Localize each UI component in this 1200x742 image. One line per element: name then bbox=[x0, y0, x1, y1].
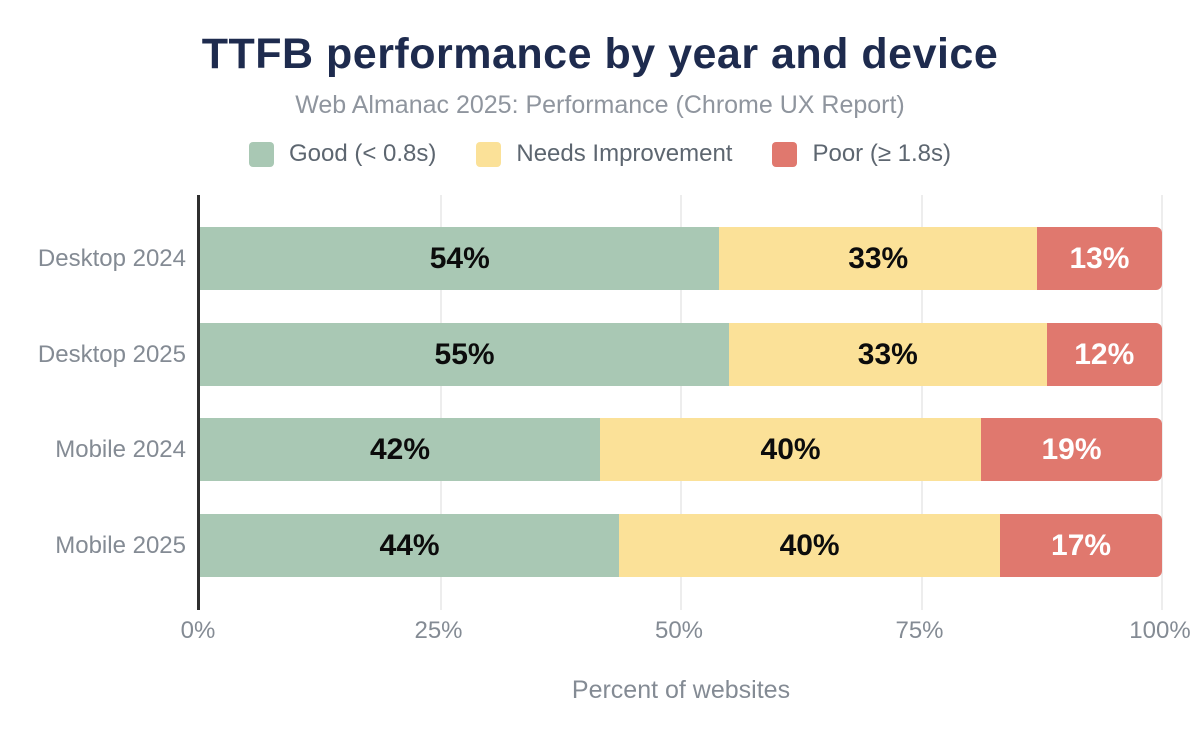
bar-segment: 33% bbox=[719, 227, 1037, 290]
stacked-bar: 55% 33% 12% bbox=[200, 323, 1162, 386]
bar-segment: 12% bbox=[1046, 323, 1162, 386]
gridline bbox=[680, 195, 682, 610]
legend-label-poor: Poor (≥ 1.8s) bbox=[812, 140, 952, 167]
bar-segment: 40% bbox=[619, 514, 1001, 577]
bar-row: Desktop 2024 54% 33% 13% bbox=[0, 227, 1200, 290]
x-tick-label: 0% bbox=[180, 617, 216, 644]
gridline bbox=[920, 195, 923, 610]
y-axis-line bbox=[197, 195, 200, 610]
row-label: Desktop 2025 bbox=[37, 341, 186, 368]
x-tick-label: 75% bbox=[895, 617, 944, 644]
bar-segment: 13% bbox=[1036, 227, 1162, 290]
legend-swatch-good bbox=[248, 141, 274, 167]
bar-segment: 55% bbox=[200, 323, 730, 386]
x-tick-label: 25% bbox=[414, 617, 463, 644]
bar-row: Mobile 2025 44% 40% 17% bbox=[0, 514, 1200, 577]
x-tick-label: 50% bbox=[654, 617, 704, 644]
legend-swatch-poor bbox=[772, 141, 798, 167]
segment-value-label: 44% bbox=[379, 528, 440, 562]
page-title: TTFB performance by year and device bbox=[201, 30, 999, 78]
row-label: Mobile 2024 bbox=[55, 436, 186, 463]
legend: Good (< 0.8s) Needs Improvement Poor (≥ … bbox=[0, 140, 1200, 168]
segment-value-label: 13% bbox=[1069, 241, 1130, 275]
segment-value-label: 17% bbox=[1051, 528, 1112, 562]
stacked-bar: 44% 40% 17% bbox=[200, 514, 1162, 577]
bar-segment: 42% bbox=[200, 418, 601, 481]
bar-row: Desktop 2025 55% 33% 12% bbox=[0, 323, 1200, 386]
bar-segment: 33% bbox=[729, 323, 1047, 386]
bar-row: Mobile 2024 42% 40% 19% bbox=[0, 418, 1200, 481]
stacked-bar: 42% 40% 19% bbox=[200, 418, 1162, 481]
segment-value-label: 12% bbox=[1074, 337, 1135, 371]
segment-value-label: 42% bbox=[370, 432, 431, 466]
legend-label-needs-improvement: Needs Improvement bbox=[516, 140, 733, 167]
segment-value-label: 54% bbox=[429, 241, 490, 275]
x-axis-ticks: 0% 25% 50% 75% 100% bbox=[0, 617, 1200, 647]
segment-value-label: 40% bbox=[760, 432, 821, 466]
legend-label-good: Good (< 0.8s) bbox=[288, 140, 437, 167]
bar-segment: 44% bbox=[200, 514, 620, 577]
x-tick-label: 100% bbox=[1129, 617, 1191, 644]
segment-value-label: 55% bbox=[434, 337, 495, 371]
gridline bbox=[439, 195, 442, 610]
row-label: Desktop 2024 bbox=[37, 245, 186, 272]
segment-value-label: 33% bbox=[857, 337, 918, 371]
row-label: Mobile 2025 bbox=[55, 532, 186, 559]
bar-segment: 40% bbox=[600, 418, 982, 481]
segment-value-label: 19% bbox=[1041, 432, 1102, 466]
legend-swatch-needs-improvement bbox=[476, 141, 502, 167]
plot-area: Desktop 2024 54% 33% 13% Desktop 2025 55% 33% 1… bbox=[0, 195, 1200, 610]
legend-item-poor: Poor (≥ 1.8s) bbox=[772, 140, 951, 168]
segment-value-label: 33% bbox=[848, 241, 909, 275]
segment-value-label: 40% bbox=[779, 528, 840, 562]
gridline bbox=[1161, 195, 1163, 610]
legend-item-good: Good (< 0.8s) bbox=[248, 140, 437, 168]
stacked-bar: 54% 33% 13% bbox=[200, 227, 1162, 290]
bar-segment: 19% bbox=[981, 418, 1162, 481]
x-axis-title: Percent of websites bbox=[571, 676, 791, 704]
legend-item-needs-improvement: Needs Improvement bbox=[476, 140, 732, 168]
page-subtitle: Web Almanac 2025: Performance (Chrome UX… bbox=[295, 91, 905, 119]
bar-segment: 54% bbox=[200, 227, 720, 290]
bar-segment: 17% bbox=[1000, 514, 1162, 577]
